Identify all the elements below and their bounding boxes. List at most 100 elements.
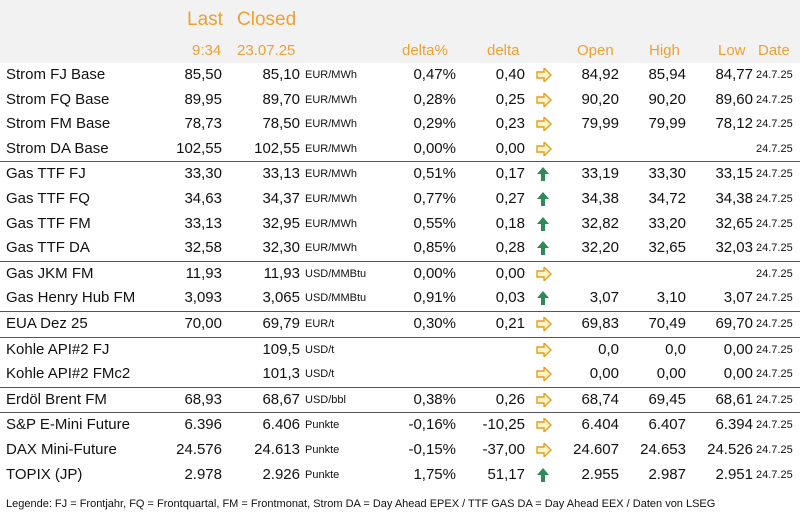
row-unit: EUR/MWh: [305, 192, 357, 205]
row-unit: USD/t: [305, 368, 335, 381]
row-date: 24.7.25: [756, 368, 793, 381]
arrow-up-icon: [536, 463, 554, 487]
table-row: Strom FM Base 78,73 78,50 EUR/MWh 0,29% 0,23 7…: [0, 112, 800, 137]
row-name: Strom FM Base: [6, 115, 111, 133]
row-date: 24.7.25: [756, 267, 793, 280]
row-name: Gas TTF FM: [6, 214, 91, 232]
row-date: 24.7.25: [756, 93, 793, 106]
row-delta-pct: 0,00%: [413, 264, 456, 282]
row-low: 84,77: [715, 66, 753, 83]
row-open: 0,00: [589, 365, 619, 383]
table-row: Erdöl Brent FM 68,93 68,67 USD/bbl 0,38% 0,26…: [0, 386, 800, 413]
arrow-up-icon: [536, 236, 554, 260]
row-delta: 0,26: [495, 390, 525, 408]
row-last: 33,13: [184, 214, 222, 232]
row-last: 32,58: [184, 239, 222, 257]
row-high: 34,72: [648, 189, 686, 207]
row-name: Gas TTF DA: [6, 239, 90, 257]
row-closed: 32,95: [262, 214, 300, 232]
row-name: S&P E-Mini Future: [6, 416, 130, 434]
table-row: Kohle API#2 FMc2 101,3 USD/t 0,00 0,00 0,00 24…: [0, 362, 800, 387]
row-unit: EUR/MWh: [305, 93, 357, 106]
row-last: 78,73: [184, 115, 222, 133]
row-unit: Punkte: [305, 443, 340, 456]
row-low: 78,12: [715, 115, 753, 133]
row-delta: 0,21: [495, 314, 525, 332]
table-row: Strom FJ Base 85,50 85,10 EUR/MWh 0,47% 0,40 8…: [0, 63, 800, 88]
row-unit: EUR/MWh: [305, 69, 357, 81]
row-name: Gas TTF FQ: [6, 189, 90, 207]
row-date: 24.7.25: [756, 468, 793, 481]
row-open: 32,20: [581, 239, 619, 257]
row-high: 32,65: [648, 239, 686, 257]
table-row: Gas TTF FQ 34,63 34,37 EUR/MWh 0,77% 0,27 34,3…: [0, 187, 800, 212]
row-date: 24.7.25: [756, 292, 793, 305]
arrow-right-icon: [536, 388, 554, 412]
row-delta-pct: 0,30%: [413, 314, 456, 332]
row-open: 32,82: [581, 214, 619, 232]
arrow-up-icon: [536, 286, 554, 310]
header-low: Low: [718, 42, 746, 59]
row-closed: 78,50: [262, 115, 300, 133]
table-row: Strom FQ Base 89,95 89,70 EUR/MWh 0,28% 0,25 9…: [0, 88, 800, 113]
row-unit: USD/bbl: [305, 393, 346, 406]
row-name: Kohle API#2 FMc2: [6, 365, 131, 383]
row-low: 33,15: [715, 165, 753, 183]
row-name: Strom FJ Base: [6, 66, 106, 83]
row-high: 70,49: [648, 314, 686, 332]
row-name: Gas JKM FM: [6, 264, 94, 282]
row-delta: 0,00: [495, 139, 525, 157]
row-name: Strom FQ Base: [6, 90, 110, 108]
table-row: TOPIX (JP) 2.978 2.926 Punkte 1,75% 51,17 2.95…: [0, 463, 800, 488]
row-last: 34,63: [184, 189, 222, 207]
row-closed: 33,13: [262, 165, 300, 183]
row-delta-pct: -0,16%: [408, 416, 456, 434]
row-last: 68,93: [184, 390, 222, 408]
row-date: 24.7.25: [756, 443, 793, 456]
table-row: Gas TTF FJ 33,30 33,13 EUR/MWh 0,51% 0,17 33,1…: [0, 161, 800, 187]
arrow-right-icon: [536, 137, 554, 161]
table-header: Last Closed 9:34 23.07.25 delta% delta O…: [0, 0, 800, 63]
row-high: 79,99: [648, 115, 686, 133]
row-unit: EUR/MWh: [305, 242, 357, 255]
row-closed: 102,55: [254, 139, 300, 157]
row-delta: 0,40: [495, 66, 525, 83]
row-last: 85,50: [184, 66, 222, 83]
row-open: 69,83: [581, 314, 619, 332]
row-high: 2.987: [648, 465, 686, 483]
row-unit: Punkte: [305, 419, 340, 432]
row-name: Kohle API#2 FJ: [6, 340, 110, 358]
row-closed: 2.926: [262, 465, 300, 483]
row-open: 33,19: [581, 165, 619, 183]
row-closed: 68,67: [262, 390, 300, 408]
row-delta-pct: 0,77%: [413, 189, 456, 207]
row-closed: 109,5: [262, 340, 300, 358]
row-last: 6.396: [184, 416, 222, 434]
row-delta: 0,25: [495, 90, 525, 108]
row-low: 2.951: [715, 465, 753, 483]
row-last: 33,30: [184, 165, 222, 183]
arrow-up-icon: [536, 187, 554, 211]
row-delta: -10,25: [482, 416, 525, 434]
row-open: 90,20: [581, 90, 619, 108]
row-low: 24.526: [707, 440, 753, 458]
arrow-right-icon: [536, 312, 554, 336]
row-unit: EUR/MWh: [305, 118, 357, 131]
row-delta: 0,00: [495, 264, 525, 282]
row-high: 33,20: [648, 214, 686, 232]
row-date: 24.7.25: [756, 142, 793, 155]
row-name: EUA Dez 25: [6, 314, 88, 332]
arrow-right-icon: [536, 338, 554, 362]
table-row: Kohle API#2 FJ 109,5 USD/t 0,0 0,0 0,00 24.7.2…: [0, 336, 800, 363]
header-date: Date: [758, 42, 790, 59]
row-unit: EUR/MWh: [305, 142, 357, 155]
row-date: 24.7.25: [756, 419, 793, 432]
row-open: 68,74: [581, 390, 619, 408]
row-closed: 85,10: [262, 66, 300, 83]
row-open: 79,99: [581, 115, 619, 133]
row-closed: 32,30: [262, 239, 300, 257]
row-low: 34,38: [715, 189, 753, 207]
row-unit: USD/MMBtu: [305, 267, 367, 280]
row-last: 102,55: [176, 139, 222, 157]
header-high: High: [649, 42, 680, 59]
